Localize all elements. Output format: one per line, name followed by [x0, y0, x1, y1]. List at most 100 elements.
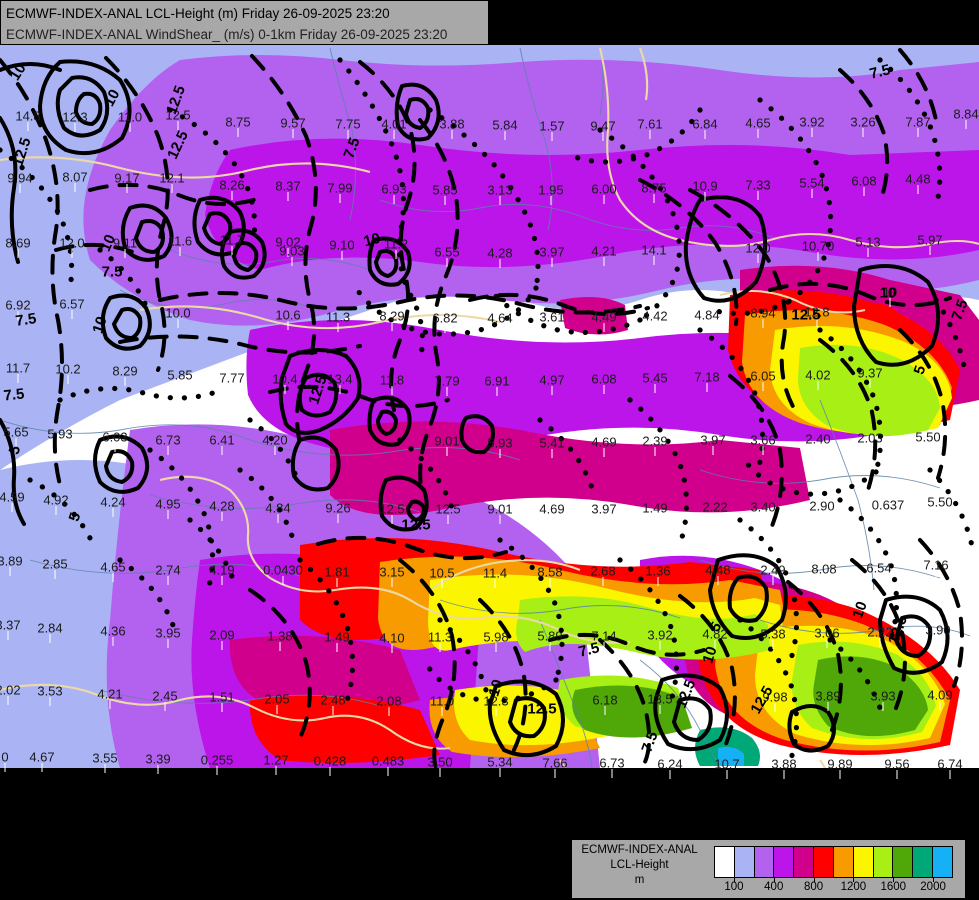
legend-swatch-11[interactable] [933, 847, 952, 877]
station-tick [74, 183, 76, 192]
legend-swatch-2[interactable] [754, 847, 775, 877]
station-tick [216, 766, 218, 775]
station-tick [757, 129, 759, 138]
station-tick [129, 123, 131, 132]
legend-swatch-3[interactable] [774, 847, 795, 877]
legend-swatch-1[interactable] [734, 847, 755, 877]
station-tick [341, 251, 343, 260]
station-tick [867, 248, 869, 257]
station-tick [499, 515, 501, 524]
station-tick [879, 638, 881, 647]
station-tick [444, 324, 446, 333]
station-tick [827, 702, 829, 711]
station-tick [772, 640, 774, 649]
station-tick [393, 195, 395, 204]
station-tick [388, 707, 390, 716]
station-tick [292, 129, 294, 138]
station-tick [603, 195, 605, 204]
legend-variable-name: LCL-Height [610, 859, 669, 871]
station-tick [551, 515, 553, 524]
station-tick [939, 508, 941, 517]
legend-swatch-4[interactable] [794, 847, 815, 877]
station-tick [654, 447, 656, 456]
station-tick [109, 700, 111, 709]
station-tick [164, 702, 166, 711]
station-tick [817, 381, 819, 390]
station-tick [653, 194, 655, 203]
station-tick [495, 643, 497, 652]
station-tick [817, 445, 819, 454]
station-tick [659, 641, 661, 650]
station-tick [935, 571, 937, 580]
station-tick [395, 250, 397, 259]
legend-swatch-0[interactable] [715, 847, 735, 877]
station-tick [221, 576, 223, 585]
station-tick [391, 322, 393, 331]
contour-label: 12.5 [791, 306, 821, 324]
header-title-windshear: ECMWF-INDEX-ANAL WindShear_ (m/s) 0-1km … [6, 27, 448, 42]
station-tick [439, 768, 441, 777]
contour-label: 10 [879, 284, 897, 302]
station-tick [504, 131, 506, 140]
station-tick [603, 515, 605, 524]
station-tick [762, 513, 764, 522]
legend-swatch-7[interactable] [853, 847, 874, 877]
legend-tick-label-5: 2000 [920, 881, 946, 893]
legend-tick-label-1: 400 [764, 881, 784, 893]
station-tick [762, 319, 764, 328]
legend-tick-label-4: 1600 [880, 881, 907, 893]
contour-label: 7.5 [2, 385, 26, 405]
station-tick [551, 132, 553, 141]
station-tick [917, 185, 919, 194]
legend-swatch-9[interactable] [893, 847, 914, 877]
station-tick [889, 298, 891, 307]
station-tick [329, 767, 331, 776]
station-tick [869, 444, 871, 453]
station-tick [167, 446, 169, 455]
legend-tick-mark-5 [933, 877, 935, 882]
station-tick [231, 246, 233, 255]
station-tick [823, 575, 825, 584]
station-tick [104, 764, 106, 773]
station-tick [603, 642, 605, 651]
station-tick [869, 379, 871, 388]
legend-swatch-5[interactable] [814, 847, 834, 877]
station-tick [657, 577, 659, 586]
station-tick [717, 576, 719, 585]
station-tick [611, 769, 613, 778]
station-tick [275, 766, 277, 775]
station-tick [287, 192, 289, 201]
station-tick [551, 449, 553, 458]
legend-swatch-6[interactable] [833, 847, 854, 877]
station-tick [11, 503, 13, 512]
station-tick [71, 310, 73, 319]
station-tick [549, 642, 551, 651]
legend-panel[interactable]: ECMWF-INDEX-ANAL LCL-Height m 100 400 800 1… [572, 840, 965, 898]
legend-color-bar[interactable] [714, 846, 953, 878]
station-tick [19, 184, 21, 193]
station-tick [494, 579, 496, 588]
legend-swatch-10[interactable] [913, 847, 934, 877]
station-tick [74, 123, 76, 132]
station-tick [387, 767, 389, 776]
station-tick [706, 383, 708, 392]
station-tick [221, 446, 223, 455]
legend-swatch-8[interactable] [873, 847, 894, 877]
station-tick [603, 448, 605, 457]
station-tick [336, 643, 338, 652]
station-tick [783, 770, 785, 779]
station-tick [882, 702, 884, 711]
station-tick [551, 323, 553, 332]
station-tick [896, 770, 898, 779]
station-tick [179, 381, 181, 390]
station-tick [839, 770, 841, 779]
station-tick [451, 130, 453, 139]
station-tick [939, 701, 941, 710]
station-tick [816, 318, 818, 327]
station-tick [762, 446, 764, 455]
station-tick [757, 254, 759, 263]
station-tick [157, 765, 159, 774]
station-tick [602, 132, 604, 141]
